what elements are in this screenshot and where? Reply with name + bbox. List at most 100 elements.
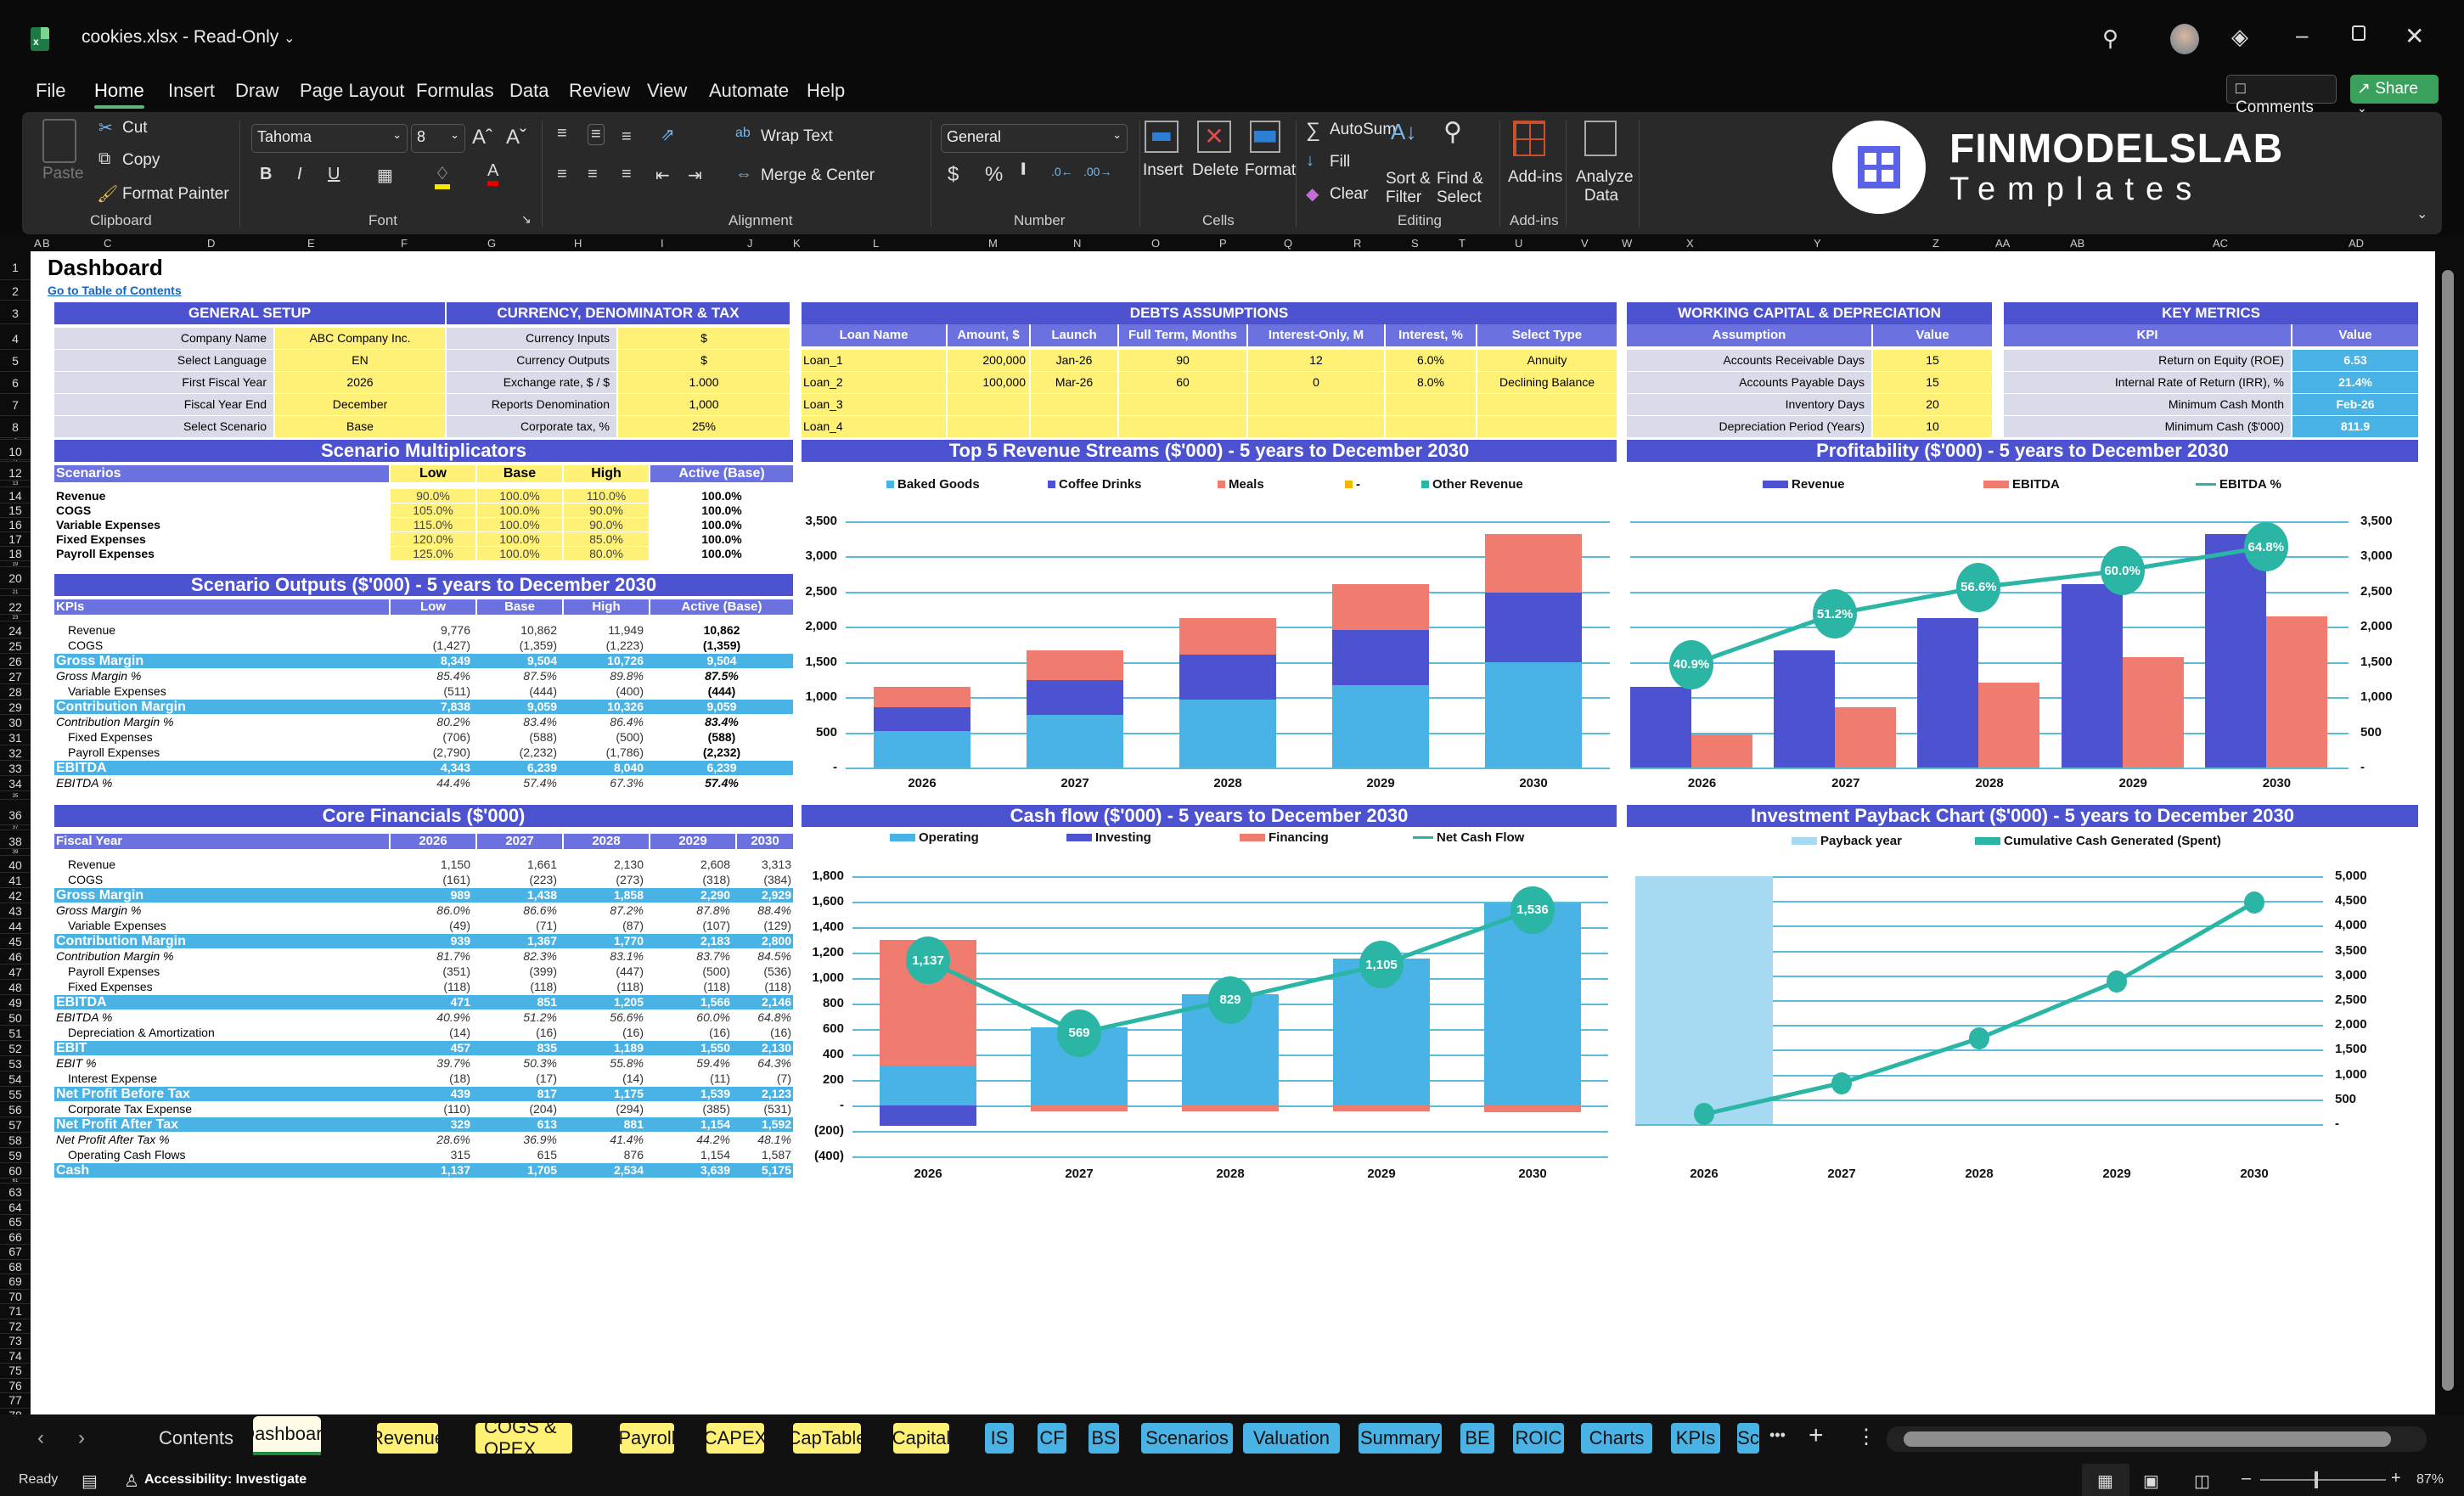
row-number[interactable]: 64 <box>0 1201 31 1215</box>
row-number[interactable]: 10 <box>0 443 31 460</box>
debt-cell-input[interactable] <box>948 416 1029 437</box>
revenue-streams-chart[interactable]: Top 5 Revenue Streams ($'000) - 5 years … <box>802 440 1617 796</box>
debt-cell-input[interactable]: 6.0% <box>1386 350 1476 371</box>
legend-item[interactable]: Investing <box>1066 830 1151 845</box>
row-number[interactable]: 69 <box>0 1274 31 1290</box>
debt-cell-input[interactable]: 60 <box>1119 372 1246 393</box>
setup-value-input[interactable]: EN <box>275 350 445 371</box>
row-number[interactable]: 76 <box>0 1379 31 1393</box>
row-number[interactable]: 41 <box>0 873 31 888</box>
debt-cell-input[interactable]: Jan-26 <box>1031 350 1117 371</box>
align-right-icon[interactable]: ≡ <box>622 165 632 183</box>
col-u[interactable]: U <box>1515 237 1523 250</box>
currency-value-input[interactable]: $ <box>618 350 790 371</box>
clear-button[interactable]: Clear <box>1330 185 1369 203</box>
sheet-tab[interactable]: Payroll <box>618 1423 676 1454</box>
debt-cell-input[interactable] <box>1386 394 1476 415</box>
col-f[interactable]: F <box>401 237 408 250</box>
row-number[interactable]: 42 <box>0 888 31 903</box>
normal-view-button[interactable]: ▦ <box>2082 1464 2129 1496</box>
minimize-icon[interactable]: – <box>2296 22 2309 48</box>
avatar[interactable] <box>2170 24 2199 54</box>
row-number[interactable]: 63 <box>0 1185 31 1201</box>
row-number[interactable]: 6 <box>0 372 31 394</box>
currency-value-input[interactable]: 1.000 <box>618 372 790 393</box>
col-m[interactable]: M <box>988 237 998 250</box>
col-o[interactable]: O <box>1151 237 1161 250</box>
col-q[interactable]: Q <box>1284 237 1293 250</box>
legend-item[interactable]: Other Revenue <box>1421 477 1523 492</box>
sheet-tab[interactable]: CapTable <box>788 1423 866 1454</box>
scenario-multiplier-input[interactable]: 125.0% <box>391 547 475 560</box>
bar[interactable] <box>2265 616 2327 768</box>
sheet-tab[interactable]: Summary <box>1359 1423 1442 1454</box>
debt-cell-input[interactable]: 200,000 <box>948 350 1029 371</box>
bar[interactable] <box>1691 734 1752 768</box>
row-number[interactable]: 53 <box>0 1056 31 1071</box>
decrease-decimal-icon[interactable]: .00→ <box>1083 165 1112 178</box>
row-number[interactable]: 11 <box>0 460 31 462</box>
row-number[interactable]: 33 <box>0 761 31 776</box>
row-number[interactable]: 43 <box>0 903 31 919</box>
increase-font-icon[interactable]: Aˆ <box>472 126 492 149</box>
accessibility-status[interactable]: Accessibility: Investigate <box>144 1472 307 1487</box>
debt-cell-input[interactable]: Loan_3 <box>802 394 946 415</box>
setup-value-input[interactable]: 2026 <box>275 372 445 393</box>
row-number[interactable]: 15 <box>0 503 31 518</box>
legend-item[interactable]: Revenue <box>1763 477 1845 492</box>
row-number[interactable]: 12 <box>0 465 31 481</box>
bar[interactable] <box>1835 707 1897 768</box>
col-j[interactable]: J <box>747 237 753 250</box>
row-number[interactable]: 7 <box>0 394 31 416</box>
col-g[interactable]: G <box>487 237 497 250</box>
sheet-tab[interactable]: IS <box>985 1423 1014 1454</box>
scroll-thumb[interactable] <box>2442 270 2454 1391</box>
debt-cell-input[interactable]: 12 <box>1248 350 1384 371</box>
setup-value-input[interactable]: Base <box>275 416 445 437</box>
percent-icon[interactable]: % <box>985 163 1004 186</box>
debt-cell-input[interactable] <box>1031 416 1117 437</box>
debt-cell-input[interactable]: Loan_2 <box>802 372 946 393</box>
row-number[interactable]: 23 <box>0 615 31 621</box>
bar[interactable] <box>1774 650 1836 768</box>
bar-segment[interactable] <box>1031 1105 1128 1111</box>
sort-filter-button[interactable]: Sort & Filter <box>1386 170 1431 206</box>
align-bottom-icon[interactable]: ≡ <box>622 127 632 146</box>
zoom-slider-thumb[interactable] <box>2315 1471 2318 1488</box>
copy-button[interactable]: Copy <box>122 151 160 169</box>
row-number[interactable]: 3 <box>0 302 31 324</box>
col-a[interactable]: A <box>34 237 42 250</box>
legend-item[interactable]: EBITDA <box>1983 477 2060 492</box>
scenario-multiplier-input[interactable]: 90.0% <box>564 503 649 517</box>
debt-cell-input[interactable]: Declining Balance <box>1477 372 1617 393</box>
data-point-marker[interactable]: 1,105 <box>1359 941 1404 989</box>
row-number[interactable]: 24 <box>0 623 31 638</box>
row-number[interactable]: 70 <box>0 1290 31 1304</box>
data-point-marker[interactable] <box>1969 1026 1989 1049</box>
row-number[interactable]: 73 <box>0 1334 31 1349</box>
row-number[interactable]: 29 <box>0 700 31 715</box>
row-number[interactable]: 61 <box>0 1178 31 1184</box>
currency-value-input[interactable]: $ <box>618 328 790 349</box>
bar-segment[interactable] <box>1484 903 1581 1105</box>
row-number[interactable]: 4 <box>0 328 31 350</box>
bar-segment[interactable] <box>1332 583 1429 630</box>
sheet-tab[interactable]: Contents <box>158 1427 234 1448</box>
row-number[interactable]: 28 <box>0 684 31 700</box>
legend-item[interactable]: Coffee Drinks <box>1048 477 1142 492</box>
decrease-indent-icon[interactable]: ⇤ <box>655 166 670 185</box>
horizontal-scrollbar[interactable] <box>1887 1426 2427 1452</box>
row-number[interactable]: 71 <box>0 1304 31 1319</box>
menu-data[interactable]: Data <box>509 80 549 101</box>
row-number[interactable]: 57 <box>0 1117 31 1133</box>
italic-icon[interactable]: I <box>297 165 302 183</box>
addins-button[interactable]: Add-ins <box>1508 168 1563 186</box>
more-sheets-button[interactable]: ••• <box>1769 1426 1786 1443</box>
legend-item[interactable]: Meals <box>1218 477 1264 492</box>
row-number[interactable]: 48 <box>0 980 31 995</box>
bar-segment[interactable] <box>874 730 970 768</box>
autosum-button[interactable]: AutoSum <box>1330 121 1397 138</box>
row-number[interactable]: 47 <box>0 965 31 980</box>
comma-style-icon[interactable]: ╹ <box>1017 164 1030 187</box>
menu-review[interactable]: Review <box>569 80 631 101</box>
